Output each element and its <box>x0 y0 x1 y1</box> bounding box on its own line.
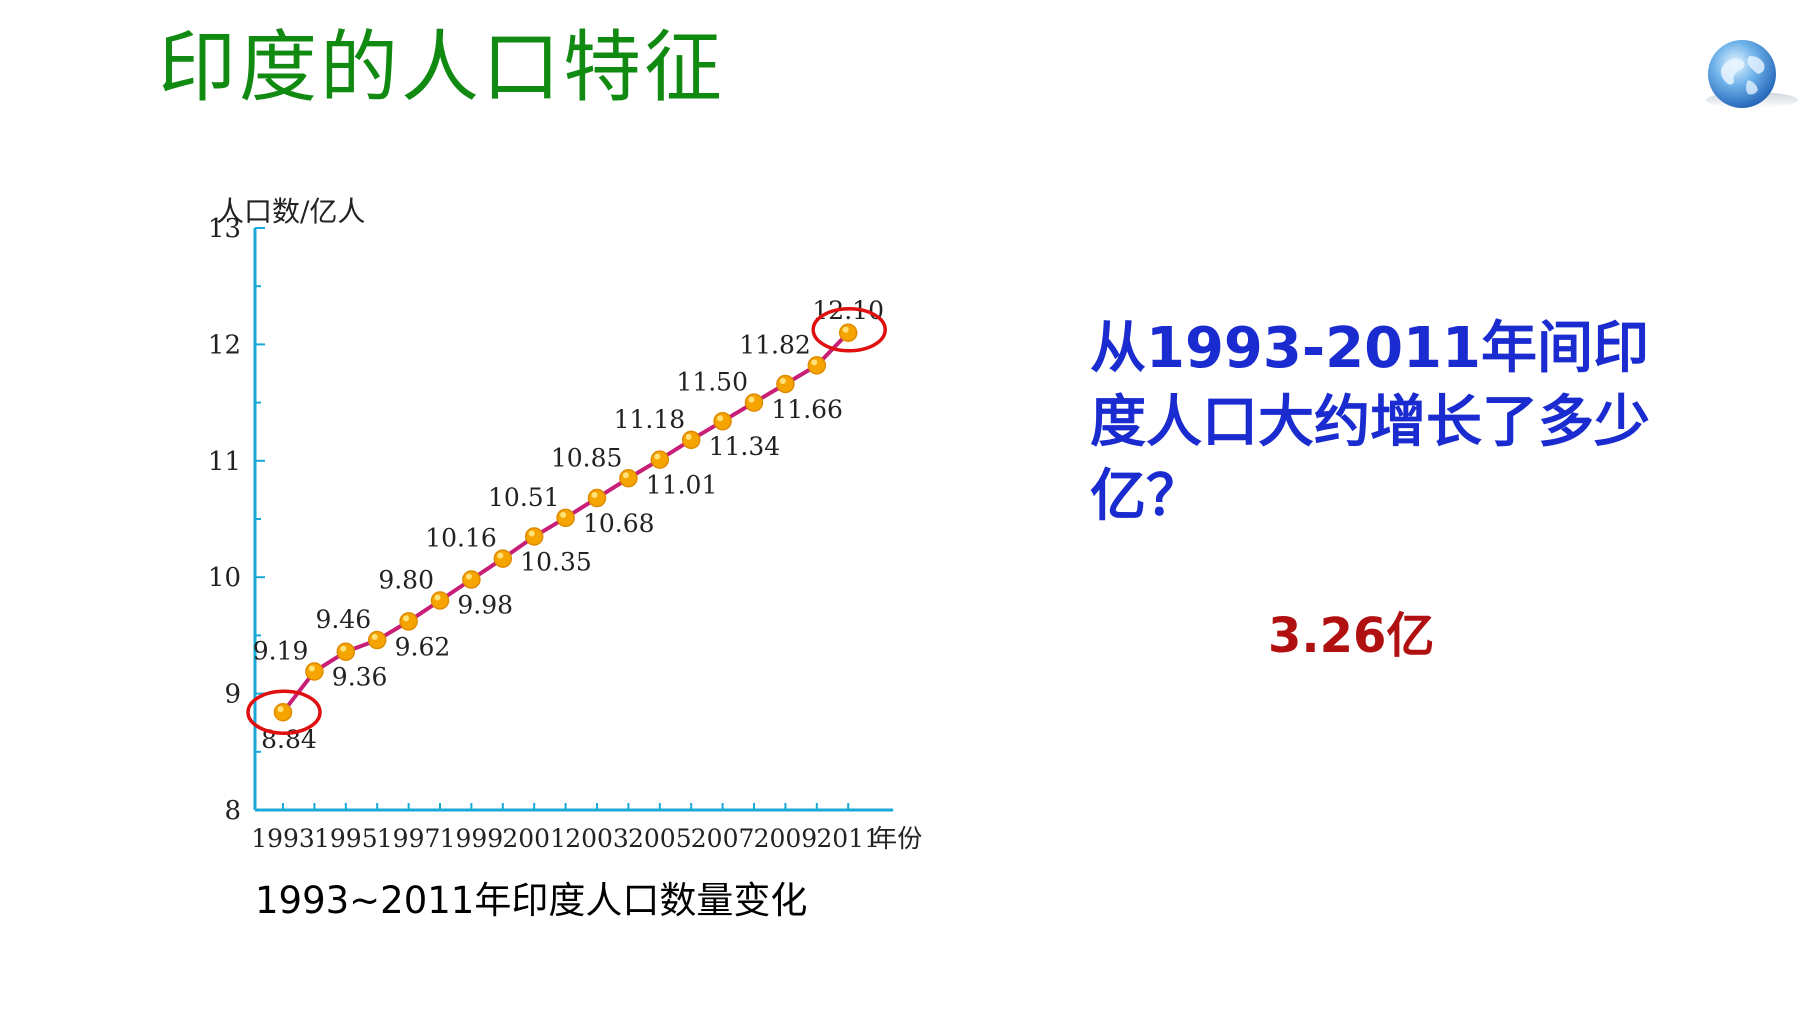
x-tick-label: 2001 <box>502 824 566 853</box>
data-point-highlight <box>685 433 692 440</box>
y-tick-label: 10 <box>208 563 241 593</box>
data-point-highlight <box>497 552 504 559</box>
data-point <box>650 450 670 469</box>
data-point-highlight <box>622 472 629 479</box>
x-tick-label: 1997 <box>377 824 441 853</box>
data-point <box>776 374 795 394</box>
data-point <box>524 527 544 546</box>
data-point <box>556 508 575 528</box>
data-point-highlight <box>308 665 315 672</box>
data-point <box>336 642 356 661</box>
data-label: 10.51 <box>488 483 560 512</box>
data-point <box>462 570 481 589</box>
chart-axes <box>253 227 894 812</box>
data-labels: 8.849.199.369.469.629.809.9810.1610.3510… <box>253 296 884 754</box>
highlight-circle <box>811 307 887 353</box>
y-tick-label: 11 <box>208 447 241 477</box>
data-point <box>273 702 293 722</box>
y-tick-label: 13 <box>208 214 241 244</box>
data-point <box>838 323 858 343</box>
data-point-highlight <box>717 415 724 422</box>
data-point-highlight <box>371 634 378 641</box>
data-point <box>587 488 607 508</box>
data-point-highlight <box>560 511 567 518</box>
data-point-highlight <box>340 645 347 652</box>
data-point-highlight <box>591 492 598 499</box>
x-tick-labels: 1993 1995 1997 1999 2001 2003 2005 2007 2009 2011… <box>251 824 922 853</box>
data-point <box>744 393 764 412</box>
globe-icon <box>1706 40 1798 108</box>
data-label: 9.36 <box>332 663 388 692</box>
x-tick-label: 2007 <box>691 824 755 853</box>
y-axis-label: 人口数/亿人 <box>216 195 365 228</box>
data-point-highlight <box>779 377 786 384</box>
data-label: 9.46 <box>316 605 372 634</box>
data-label: 10.16 <box>425 524 497 553</box>
data-label: 9.80 <box>378 565 434 594</box>
data-point-highlight <box>465 573 472 580</box>
data-label: 11.34 <box>709 432 781 461</box>
x-tick-label: 2005 <box>628 824 692 853</box>
data-point <box>713 411 732 431</box>
highlight-circles <box>246 307 887 735</box>
x-tick-label: 1993 <box>251 824 315 853</box>
y-tick-label: 12 <box>208 330 241 360</box>
page-title: 印度的人口特征 <box>158 23 726 113</box>
data-point-highlight <box>842 326 849 333</box>
data-label: 10.35 <box>520 547 592 576</box>
x-tick-label: 1995 <box>314 824 378 853</box>
data-label: 9.19 <box>253 636 309 665</box>
data-point <box>430 591 450 610</box>
data-point-highlight <box>654 453 661 460</box>
data-point <box>681 430 701 450</box>
answer-text: 3.26亿 <box>1268 608 1435 664</box>
data-point <box>305 662 324 681</box>
data-label: 11.66 <box>771 395 843 424</box>
x-tick-label: 2011 <box>816 824 880 853</box>
data-point <box>807 356 827 375</box>
data-point-highlight <box>434 594 441 601</box>
x-tick-label: 1999 <box>440 824 504 853</box>
data-point <box>367 630 387 650</box>
data-point-highlight <box>748 396 755 403</box>
y-tick-labels: 8 9 10 11 12 13 <box>208 214 241 826</box>
data-point-highlight <box>403 615 410 622</box>
data-point <box>399 612 418 631</box>
y-tick-label: 9 <box>224 680 241 710</box>
data-point <box>493 549 513 568</box>
data-point-highlight <box>277 706 284 713</box>
data-label: 11.01 <box>646 471 718 500</box>
x-tick-label: 2009 <box>754 824 818 853</box>
data-point-highlight <box>811 359 818 366</box>
data-label: 10.85 <box>551 443 623 472</box>
highlight-circle <box>246 689 322 735</box>
x-axis-unit-label: 年份 <box>872 824 922 853</box>
data-label: 9.62 <box>395 632 451 661</box>
data-point <box>619 469 638 488</box>
data-label: 10.68 <box>583 509 655 538</box>
data-label: 11.50 <box>676 368 748 397</box>
data-label: 11.82 <box>739 330 811 359</box>
data-label: 9.98 <box>457 591 513 620</box>
y-tick-label: 8 <box>224 796 241 826</box>
question-text: 从1993-2011年间印度人口大约增长了多少亿？ <box>1090 316 1650 529</box>
x-tick-label: 2003 <box>565 824 629 853</box>
data-points <box>273 323 858 722</box>
data-point-highlight <box>528 530 535 537</box>
data-label: 11.18 <box>614 405 686 434</box>
chart-caption: 1993~2011年印度人口数量变化 <box>255 879 808 922</box>
